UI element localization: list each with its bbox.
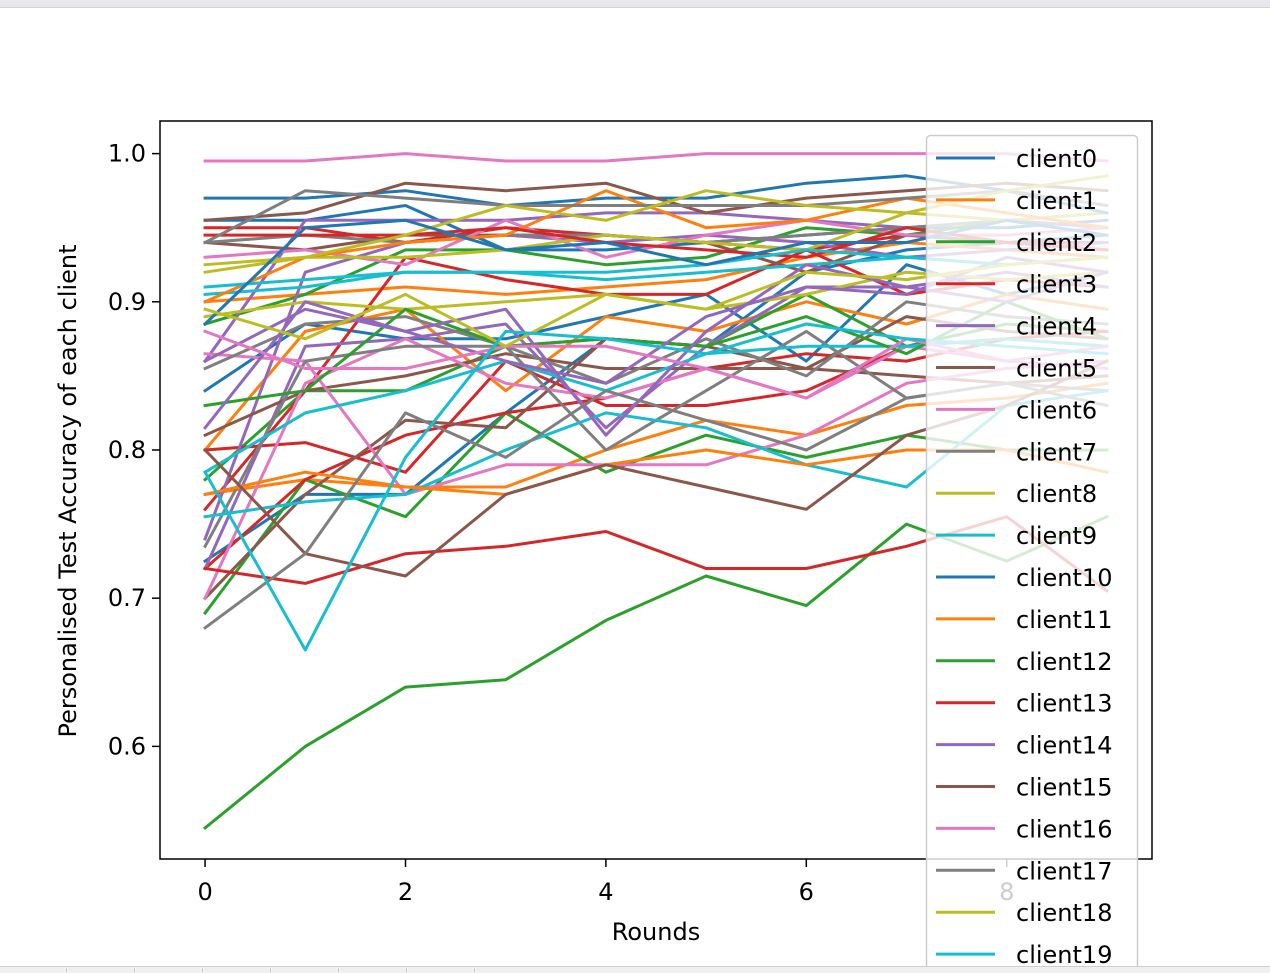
legend-item: client3 [936,271,1097,299]
legend-item: client19 [936,941,1112,969]
legend-label: client17 [1016,857,1112,885]
bottom-strip-segment [136,968,203,972]
legend: client0 client1 client2 client3 client4 clien… [925,134,1139,972]
y-axis-ticks: 0.6 0.7 0.8 0.9 1.0 [108,140,160,760]
bottom-strip-segment [272,968,339,972]
legend-label: client15 [1016,774,1112,802]
legend-label: client19 [1016,941,1112,969]
legend-item: client15 [936,774,1112,802]
legend-item: client14 [936,732,1112,760]
legend-item: client8 [936,480,1097,508]
x-tick-label: 0 [197,878,212,906]
bottom-strip-segment [68,968,135,972]
legend-label: client7 [1016,438,1097,466]
legend-item: client5 [936,355,1097,383]
legend-item: client18 [936,899,1112,927]
window-top-strip [0,0,1270,8]
y-tick-label: 0.9 [108,288,146,316]
legend-label: client4 [1016,313,1097,341]
legend-item: client2 [936,229,1097,257]
legend-label: client14 [1016,732,1112,760]
bottom-strip-segment [0,968,67,972]
window-bottom-strip [0,966,1270,973]
x-tick-label: 2 [398,878,413,906]
y-tick-label: 0.6 [108,732,146,760]
x-axis-ticks: 02468 [197,859,1014,906]
legend-label: client2 [1016,229,1097,257]
legend-label: client5 [1016,355,1097,383]
legend-label: client13 [1016,690,1112,718]
legend-item: client7 [936,438,1097,466]
legend-label: client11 [1016,606,1112,634]
x-tick-label: 4 [598,878,613,906]
legend-box [925,134,1139,972]
legend-label: client18 [1016,899,1112,927]
legend-label: client16 [1016,815,1112,843]
x-axis-label: Rounds [612,918,700,946]
legend-item: client0 [936,145,1097,173]
legend-label: client3 [1016,271,1097,299]
legend-item: client1 [936,187,1097,215]
legend-item: client6 [936,396,1097,424]
legend-label: client1 [1016,187,1097,215]
legend-item: client16 [936,815,1112,843]
legend-item: client10 [936,564,1112,592]
legend-item: client9 [936,522,1097,550]
legend-item: client11 [936,606,1112,634]
legend-label: client12 [1016,648,1112,676]
y-tick-label: 1.0 [108,140,146,168]
bottom-strip-segment [408,968,475,972]
bottom-strip-segment [340,968,407,972]
legend-label: client0 [1016,145,1097,173]
y-axis-label: Personalised Test Accuracy of each clien… [54,244,82,737]
legend-label: client9 [1016,522,1097,550]
bottom-strip-segment [204,968,271,972]
legend-label: client8 [1016,480,1097,508]
y-tick-label: 0.8 [108,436,146,464]
legend-item: client13 [936,690,1112,718]
legend-label: client6 [1016,396,1097,424]
legend-item: client17 [936,857,1112,885]
x-tick-label: 6 [799,878,814,906]
legend-label: client10 [1016,564,1112,592]
legend-item: client12 [936,648,1112,676]
plot-frame [159,120,1153,860]
y-tick-label: 0.7 [108,584,146,612]
legend-item: client4 [936,313,1097,341]
